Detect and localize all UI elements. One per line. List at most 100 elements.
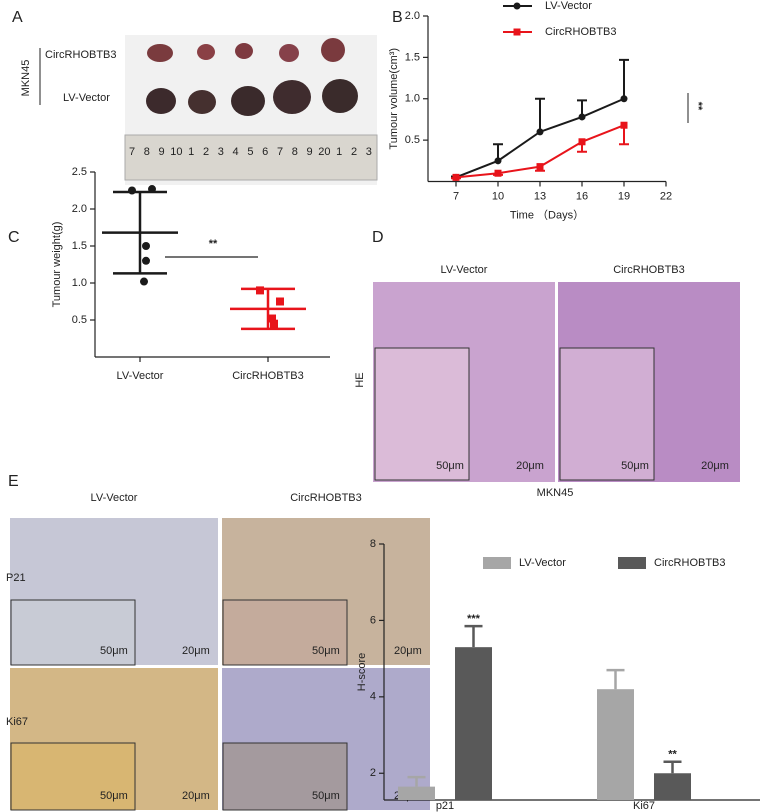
ruler-label: 2 [351, 146, 357, 158]
y-axis-label: H-score [356, 653, 368, 692]
inset [559, 347, 655, 481]
inset [222, 742, 348, 811]
footer-label: MKN45 [537, 487, 574, 499]
tumours [146, 38, 358, 116]
column-label: LV-Vector [91, 492, 138, 504]
marker [494, 169, 502, 177]
scale-label: 50μm [621, 460, 649, 472]
y-tick-label: 1.5 [405, 51, 420, 63]
ruler-label: 6 [262, 146, 268, 158]
error-bar [535, 97, 545, 132]
bar [654, 773, 691, 800]
column-label: CircRHOBTB3 [290, 492, 362, 504]
y-tick-label: 2.0 [405, 10, 420, 22]
row-label: Ki67 [6, 716, 28, 728]
ruler-label: 9 [159, 146, 165, 158]
y-tick-label: 2.0 [72, 203, 87, 215]
x-tick-label: 22 [660, 190, 672, 202]
annotation: ** [209, 238, 218, 250]
legend-marker [513, 2, 521, 10]
y-axis-label: Tumour weight(g) [51, 222, 63, 308]
legend-label: LV-Vector [545, 0, 592, 12]
ruler-label: 10 [170, 146, 182, 158]
row-label: LV-Vector [63, 92, 110, 104]
legend-swatch [483, 557, 511, 569]
x-tick-label: 7 [453, 190, 459, 202]
ruler-label: 8 [292, 146, 298, 158]
row-label: CircRHOBTB3 [45, 49, 117, 61]
legend-marker [513, 28, 521, 36]
column-label: LV-Vector [441, 264, 488, 276]
error-bar [663, 760, 682, 774]
x-tick-label: CircRHOBTB3 [232, 370, 304, 382]
scale-label: 50μm [312, 645, 340, 657]
error-bar [606, 668, 625, 690]
y-tick-label: 1.5 [72, 240, 87, 252]
error-bar [619, 58, 629, 99]
point [142, 256, 150, 265]
scale-label: 20μm [182, 645, 210, 657]
inset [374, 347, 470, 481]
ruler-label: 7 [129, 146, 135, 158]
ruler-label: 8 [144, 146, 150, 158]
legend-label: CircRHOBTB3 [654, 557, 726, 569]
column-label: CircRHOBTB3 [613, 264, 685, 276]
scale-label: 50μm [312, 790, 340, 802]
ruler-label: 2 [203, 146, 209, 158]
y-tick-label: 2 [370, 767, 376, 779]
annotation: ** [668, 749, 677, 761]
error-bar [407, 775, 426, 787]
marker [620, 121, 628, 129]
legend-label: CircRHOBTB3 [545, 26, 617, 38]
marker [452, 173, 460, 181]
panel-letter: A [12, 9, 23, 26]
scale-label: 20μm [394, 645, 422, 657]
y-tick-label: 0.5 [72, 314, 87, 326]
ruler-label: 9 [307, 146, 313, 158]
bar [398, 786, 435, 800]
y-tick-label: 1.0 [405, 93, 420, 105]
scale-label: 50μm [100, 645, 128, 657]
x-tick-label: 16 [576, 190, 588, 202]
inset [222, 599, 348, 666]
bar [597, 689, 634, 800]
inset [10, 742, 136, 811]
legend-label: LV-Vector [519, 557, 566, 569]
x-tick-label: p21 [436, 800, 454, 812]
scale-label: 20μm [701, 460, 729, 472]
marker [578, 138, 586, 146]
point [268, 314, 276, 323]
point [142, 242, 150, 250]
legend-swatch [618, 557, 646, 569]
scale-label: 20μm [182, 790, 210, 802]
ruler-label: 5 [247, 146, 253, 158]
x-tick-label: Ki67 [633, 800, 655, 812]
marker [536, 163, 544, 171]
x-tick-label: 19 [618, 190, 630, 202]
bar [455, 647, 492, 800]
ruler [124, 134, 378, 181]
cell-line: MKN45 [20, 60, 32, 97]
y-tick-label: 6 [370, 614, 376, 626]
x-tick-label: 13 [534, 190, 546, 202]
scale-labels: 50μm 20μm 50μm 20μm 50μm 20μm 50μm 20μm [100, 645, 422, 802]
point [140, 277, 148, 286]
point [128, 186, 136, 195]
marker [494, 157, 502, 165]
annotation: *** [467, 613, 481, 625]
y-tick-label: 0.5 [405, 134, 420, 146]
panel-letter: E [8, 473, 19, 490]
x-axis-label: Time （Days） [510, 208, 584, 221]
ruler-label: 20 [318, 146, 330, 158]
ruler-label: 7 [277, 146, 283, 158]
row-label: HE [354, 372, 366, 387]
scale-label: 20μm [516, 460, 544, 472]
point [276, 297, 284, 306]
marker [578, 113, 586, 121]
ruler-label: 3 [366, 146, 372, 158]
ruler-label: 4 [233, 146, 239, 158]
x-tick-label: 10 [492, 190, 504, 202]
y-tick-label: 1.0 [72, 277, 87, 289]
y-axis-label: Tumour volume(cm³) [388, 48, 400, 150]
